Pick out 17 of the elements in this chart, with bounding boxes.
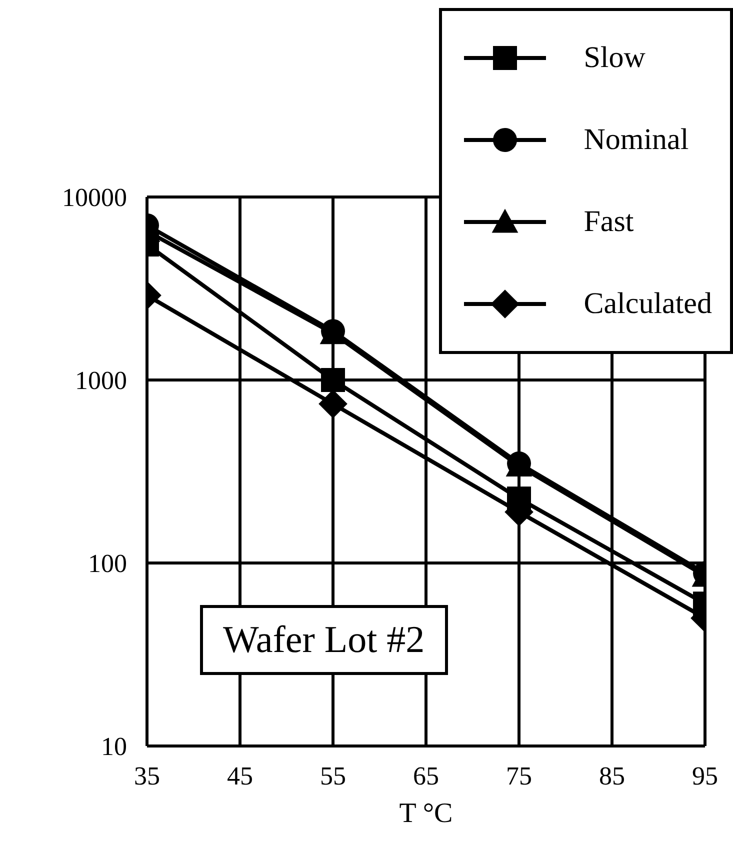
- y-tick-label: 10000: [62, 183, 127, 212]
- x-tick-label: 75: [506, 761, 532, 790]
- x-tick-label: 55: [320, 761, 346, 790]
- x-axis-title: T °C: [399, 798, 453, 829]
- y-tick-label: 10: [101, 732, 127, 762]
- legend-label: Fast: [584, 205, 634, 239]
- x-tick-label: 65: [413, 761, 439, 790]
- x-tick-label: 85: [599, 761, 625, 790]
- x-tick-label: 35: [134, 761, 160, 790]
- y-tick-label: 1000: [75, 366, 127, 396]
- legend-label: Calculated: [584, 287, 712, 321]
- y-tick-label: 100: [88, 549, 127, 578]
- legend-label: Nominal: [584, 123, 689, 157]
- legend-label: Slow: [584, 41, 646, 75]
- x-tick-label: 95: [692, 761, 718, 790]
- annotation: Wafer Lot #2: [200, 605, 448, 675]
- x-tick-label: 45: [227, 761, 253, 790]
